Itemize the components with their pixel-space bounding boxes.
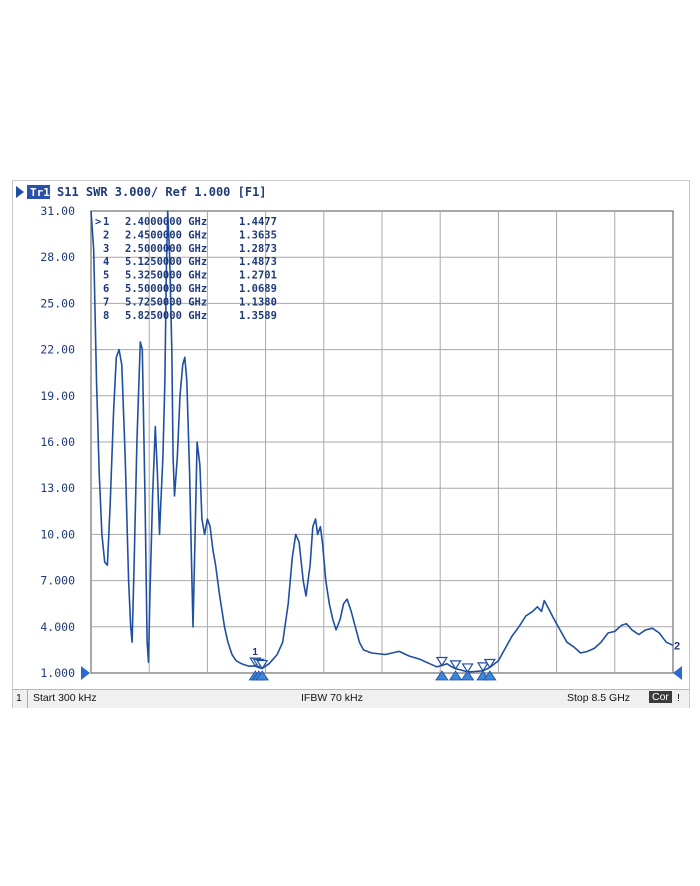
correction-badge[interactable]: Cor (649, 691, 672, 703)
marker-table: >1 2.4000000 GHz 1.4477 2 2.4500000 GHz 1.363… (95, 216, 277, 322)
marker-table-frequency: 2.4500000 GHz (125, 229, 207, 241)
reference-markers: 2 (81, 640, 682, 680)
marker-5-icon (449, 660, 462, 670)
marker-4-icon (435, 656, 448, 667)
marker-6-base-icon (460, 670, 475, 681)
swr-chart[interactable]: Tr1 S11 SWR 3.000/ Ref 1.000 [F1] 31.00 2… (13, 181, 689, 689)
marker-table-number: 4 (103, 256, 109, 268)
y-tick-label: 1.000 (40, 666, 75, 680)
channel-number[interactable]: 1 (16, 692, 22, 704)
marker-table-value: 1.4477 (239, 216, 277, 228)
y-tick-label: 10.00 (40, 527, 75, 541)
active-trace-arrow-icon (16, 186, 24, 198)
warning-indicator: ! (677, 692, 680, 704)
y-tick-label: 4.000 (40, 620, 75, 634)
marker-3-icon (256, 659, 269, 670)
marker-table-number: 6 (103, 283, 109, 295)
start-frequency[interactable]: Start 300 kHz (33, 692, 97, 704)
y-axis-tick-labels: 31.00 28.00 25.00 22.00 19.00 16.00 13.00 10.00… (40, 204, 75, 680)
marker-table-value: 1.2873 (239, 243, 277, 255)
marker-table-frequency: 5.8250000 GHz (125, 310, 207, 322)
y-tick-label: 19.00 (40, 389, 75, 403)
y-tick-label: 22.00 (40, 343, 75, 357)
stop-frequency[interactable]: Stop 8.5 GHz (567, 692, 631, 704)
marker-table-number: 5 (103, 270, 109, 282)
trace-number: Tr1 (30, 186, 50, 199)
y-tick-label: 7.000 (40, 574, 75, 588)
status-bar: 1 Start 300 kHz IFBW 70 kHz Stop 8.5 GHz… (13, 689, 689, 708)
marker-table-frequency: 2.4000000 GHz (125, 216, 207, 228)
marker-table-frequency: 5.7250000 GHz (125, 296, 207, 308)
marker-table-frequency: 5.1250000 GHz (125, 256, 207, 268)
marker-table-number: 2 (103, 229, 109, 241)
marker-table-frequency: 2.5000000 GHz (125, 243, 207, 255)
marker-8-icon (483, 658, 496, 669)
marker-5-base-icon (448, 670, 463, 681)
y-tick-label: 28.00 (40, 250, 75, 264)
analyzer-screen: Tr1 S11 SWR 3.000/ Ref 1.000 [F1] 31.00 2… (12, 180, 690, 708)
marker-table-value: 1.4873 (239, 256, 277, 268)
y-tick-label: 16.00 (40, 435, 75, 449)
marker-table-value: 1.2701 (239, 270, 277, 282)
y-tick-label: 13.00 (40, 481, 75, 495)
reference-level-left-icon (81, 666, 90, 680)
status-divider (27, 690, 28, 708)
ifbw-setting[interactable]: IFBW 70 kHz (301, 692, 363, 704)
marker-table-frequency: 5.3250000 GHz (125, 270, 207, 282)
s11-swr-trace[interactable] (90, 210, 674, 673)
marker-table-number: 1 (103, 216, 109, 228)
marker-table-value: 1.1380 (239, 296, 277, 308)
marker-8-base-icon (483, 670, 497, 681)
y-tick-label: 25.00 (40, 296, 75, 310)
marker-table-number: 3 (103, 243, 109, 255)
y-tick-label: 31.00 (40, 204, 75, 218)
trace-end-label: 2 (674, 640, 680, 652)
reference-level-right-icon (673, 666, 682, 680)
marker-triangles: 1 (248, 647, 497, 681)
marker-3-base-icon (255, 670, 269, 681)
marker-6-icon (461, 663, 474, 674)
marker-1-label: 1 (252, 647, 258, 658)
marker-table-value: 1.0689 (239, 283, 277, 295)
trace-badge[interactable] (27, 185, 50, 199)
marker-table-value: 1.3635 (239, 229, 277, 241)
marker-4-base-icon (435, 670, 449, 681)
marker-table-number: 8 (103, 310, 109, 322)
active-marker-pointer: > (95, 216, 101, 228)
marker-table-value: 1.3589 (239, 310, 277, 322)
marker-table-number: 7 (103, 296, 109, 308)
marker-7-icon (476, 662, 490, 673)
trace-header: S11 SWR 3.000/ Ref 1.000 [F1] (57, 185, 267, 199)
marker-table-frequency: 5.5000000 GHz (125, 283, 207, 295)
